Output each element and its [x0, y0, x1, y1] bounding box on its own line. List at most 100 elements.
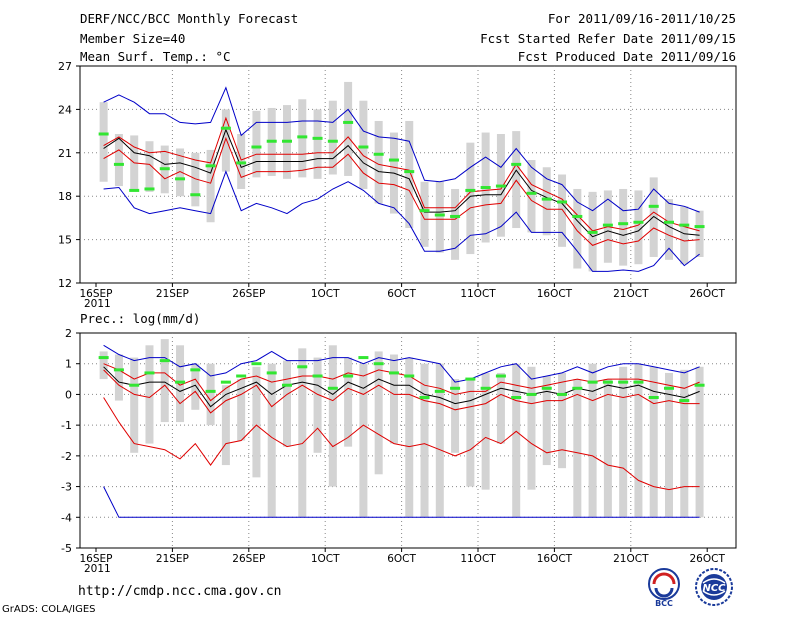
prec-green-marker: [495, 374, 506, 378]
temp-bar: [344, 81, 353, 176]
prec-ytick-label: 1: [65, 358, 72, 371]
prec-ytick-label: -5: [61, 542, 72, 555]
prec-green-marker: [511, 396, 522, 399]
temp-green-marker: [190, 193, 201, 197]
temp-bar: [191, 152, 200, 207]
prec-green-marker: [175, 380, 186, 384]
member-size: Member Size=40: [80, 31, 186, 46]
temp-line-outer-lower: [103, 170, 700, 272]
temp-xtick-label: 16OCT: [537, 288, 573, 300]
temp-green-marker: [220, 126, 231, 130]
temp-bar: [252, 110, 261, 178]
temp-panel: 12 15 18 21 24 27 16SEP 21SEP 26SEP 1OCT 6OCT 11OCT…: [58, 60, 737, 310]
prec-line-inner-lower: [103, 369, 700, 414]
prec-green-marker: [587, 380, 598, 384]
started-date: Fcst Started Refer Date 2011/09/15: [480, 31, 736, 46]
temp-green-marker: [98, 132, 109, 136]
prec-xtick-label: 26SEP: [232, 553, 265, 565]
prec-bar: [130, 357, 139, 453]
prec-green-marker: [541, 386, 552, 390]
temp-green-marker: [343, 120, 354, 124]
temp-panel-title: Mean Surf. Temp.: °C: [80, 49, 231, 64]
temp-green-marker: [282, 139, 292, 143]
temp-bar: [206, 149, 215, 223]
prec-xtick-label: 16OCT: [537, 553, 573, 565]
prec-bar: [634, 363, 643, 518]
prec-bar: [176, 345, 185, 423]
bcc-logo-text: BCC: [655, 599, 673, 607]
prec-bar: [527, 366, 536, 490]
temp-bar: [221, 109, 230, 172]
prec-line-outer-lower-blue: [103, 486, 700, 518]
prec-xtick-label: 21SEP: [156, 553, 189, 565]
prec-green-marker: [113, 368, 124, 372]
prec-green-marker: [205, 389, 216, 393]
prec-green-marker: [129, 383, 140, 387]
temp-xtick-label: 21OCT: [613, 288, 649, 300]
temp-bar: [99, 102, 108, 182]
prec-green-marker: [266, 371, 277, 375]
temp-bar: [405, 120, 414, 229]
prec-panel-title: Prec.: log(mm/d): [80, 311, 201, 326]
temp-green-marker: [129, 188, 140, 192]
temp-bar: [649, 177, 658, 257]
temp-bar: [619, 188, 628, 266]
temp-green-marker: [664, 220, 674, 224]
prec-green-marker: [220, 380, 231, 384]
temp-green-marker: [312, 136, 323, 140]
prec-bar: [283, 360, 291, 447]
produced-date: Fcst Produced Date 2011/09/16: [517, 49, 736, 64]
prec-line-outer-upper: [103, 344, 700, 383]
temp-green-marker: [694, 225, 705, 229]
ncc-logo-text: NCC: [702, 583, 726, 594]
source-url[interactable]: http://cmdp.ncc.cma.gov.cn: [78, 584, 282, 599]
temp-green-marker: [557, 200, 568, 204]
temp-bar: [114, 133, 123, 187]
temp-green-marker: [648, 204, 659, 208]
temp-bar: [634, 190, 643, 265]
prec-ytick-label: 0: [65, 388, 72, 401]
prec-green-marker: [358, 356, 369, 360]
temp-bar: [420, 181, 429, 247]
temp-green-marker: [587, 230, 598, 234]
prec-bar: [558, 372, 567, 469]
prec-green-marker: [648, 396, 659, 399]
prec-green-marker: [526, 392, 537, 396]
prec-ytick-label: 2: [65, 327, 72, 340]
prec-line-outer-lower-red: [103, 397, 700, 491]
temp-ytick-label: 18: [58, 190, 72, 203]
temp-green-marker: [419, 209, 430, 213]
prec-xtick-year: 2011: [84, 563, 111, 575]
prec-bar: [145, 345, 154, 444]
temp-bar: [435, 181, 444, 253]
prec-bar: [680, 369, 689, 518]
temp-bar: [451, 188, 460, 260]
prec-bar: [237, 379, 246, 441]
prec-bar: [298, 348, 307, 518]
temp-xtick-label: 26SEP: [232, 288, 265, 300]
prec-bar: [649, 366, 658, 518]
prec-bar: [496, 372, 505, 444]
temp-green-marker: [434, 213, 445, 217]
grads-credit: GrADS: COLA/IGES: [2, 604, 96, 615]
temp-line-outer-upper: [103, 86, 700, 213]
prec-green-marker: [694, 383, 705, 387]
prec-green-marker: [618, 380, 629, 384]
temp-green-marker: [572, 214, 583, 218]
temp-green-marker: [113, 162, 124, 166]
prec-bar: [665, 372, 673, 518]
prec-green-marker: [297, 365, 308, 369]
prec-bar: [466, 379, 475, 487]
temp-bar: [313, 109, 322, 179]
temp-bar: [695, 210, 704, 257]
temp-green-marker: [633, 220, 644, 224]
temp-green-marker: [480, 186, 491, 190]
prec-green-marker: [419, 396, 430, 399]
temp-ytick-label: 21: [58, 147, 72, 160]
prec-bar: [435, 363, 444, 518]
temp-green-marker: [266, 139, 277, 143]
prec-green-marker: [190, 368, 201, 372]
temp-green-marker: [679, 223, 690, 227]
bcc-logo: BCC: [648, 568, 680, 607]
prec-green-marker: [282, 383, 292, 387]
